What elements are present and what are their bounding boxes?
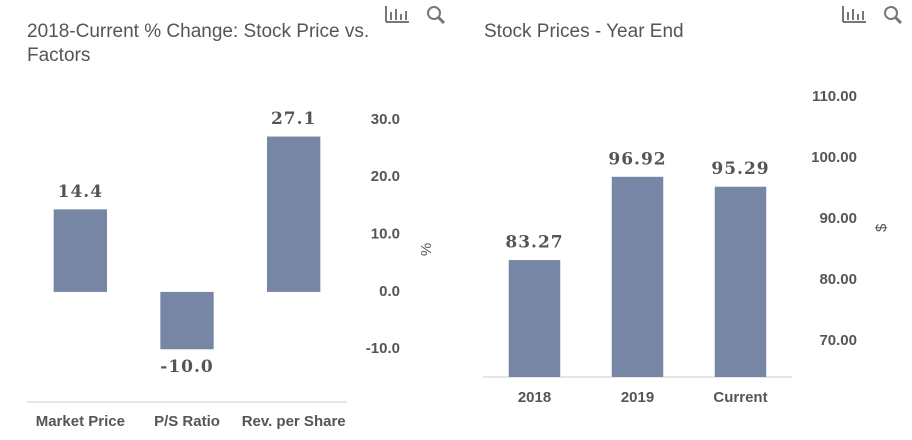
search-icon[interactable]	[884, 6, 903, 25]
x-tick-label: 2018	[518, 389, 551, 406]
chart-title: 2018-Current % Change: Stock Price vs. F…	[27, 21, 370, 66]
y-axis-label: $	[873, 223, 890, 232]
y-axis-label: %	[418, 243, 435, 256]
x-tick-label: Current	[713, 389, 767, 406]
y-tick-label: 100.00	[811, 149, 857, 166]
bar	[508, 260, 561, 377]
bar	[611, 176, 664, 377]
chart-icon[interactable]	[842, 6, 866, 23]
data-label: 95.29	[711, 159, 769, 179]
y-tick-label: -10.0	[366, 340, 400, 357]
y-tick-label: 90.00	[819, 210, 857, 227]
search-icon[interactable]	[427, 6, 446, 25]
y-tick-label: 110.00	[812, 88, 857, 105]
y-tick-label: 70.00	[819, 332, 857, 349]
y-tick-label: 10.0	[371, 226, 400, 243]
chart-icon[interactable]	[385, 6, 409, 23]
x-tick-label: Rev. per Share	[242, 413, 346, 430]
y-tick-label: 80.00	[819, 271, 857, 288]
bar	[714, 186, 767, 377]
x-tick-label: P/S Ratio	[154, 413, 220, 430]
y-tick-label: 0.0	[379, 283, 400, 300]
data-label: -10.0	[160, 357, 213, 377]
data-label: 27.1	[271, 109, 316, 129]
bar	[53, 209, 107, 292]
y-tick-label: 20.0	[371, 168, 400, 185]
chart-title: Stock Prices - Year End	[484, 21, 684, 42]
x-tick-label: Market Price	[36, 413, 125, 430]
data-label: 96.92	[608, 149, 666, 169]
data-label: 83.27	[505, 233, 563, 253]
x-tick-label: 2019	[621, 389, 654, 406]
bar	[160, 291, 214, 350]
data-label: 14.4	[58, 182, 103, 202]
bar	[267, 136, 321, 292]
y-tick-label: 30.0	[371, 111, 400, 128]
